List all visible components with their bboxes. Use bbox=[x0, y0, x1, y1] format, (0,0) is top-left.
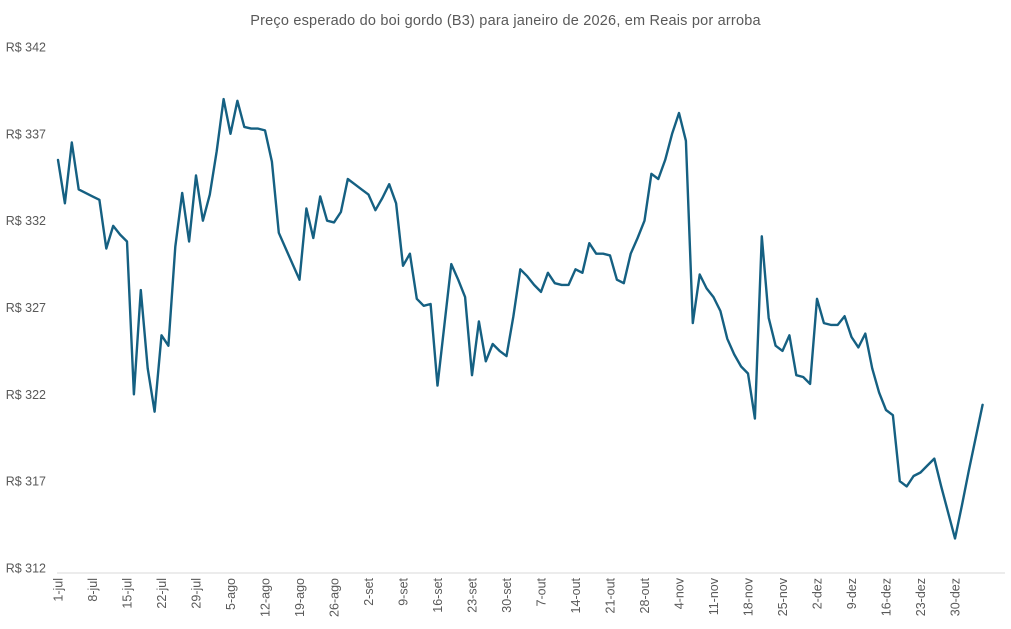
x-axis-tick-label: 15-jul bbox=[121, 578, 135, 609]
x-axis-tick-label: 28-out bbox=[638, 577, 652, 613]
x-axis-tick-label: 23-set bbox=[466, 577, 480, 612]
x-axis-tick-label: 18-nov bbox=[742, 577, 756, 616]
chart-title: Preço esperado do boi gordo (B3) para ja… bbox=[250, 13, 761, 29]
x-axis-tick-label: 29-jul bbox=[190, 578, 204, 609]
x-axis-tick-label: 12-ago bbox=[259, 578, 273, 617]
x-axis-tick-label: 4-nov bbox=[673, 577, 687, 609]
x-axis-tick-label: 25-nov bbox=[776, 577, 790, 616]
y-axis-tick-label: R$ 342 bbox=[6, 41, 46, 55]
x-axis-tick-label: 7-out bbox=[535, 577, 549, 606]
x-axis-tick-label: 5-ago bbox=[224, 578, 238, 610]
x-axis-tick-label: 9-dez bbox=[845, 578, 859, 609]
y-axis-tick-label: R$ 322 bbox=[6, 388, 46, 402]
price-line-series bbox=[56, 97, 984, 540]
x-axis-tick-label: 30-dez bbox=[949, 578, 963, 616]
y-axis-tick-label: R$ 327 bbox=[6, 301, 46, 315]
y-axis-tick-label: R$ 332 bbox=[6, 214, 46, 228]
x-axis-tick-label: 19-ago bbox=[293, 578, 307, 617]
y-axis-tick-label: R$ 317 bbox=[6, 475, 46, 489]
y-axis-tick-label: R$ 312 bbox=[6, 562, 46, 576]
x-axis-tick-label: 30-set bbox=[500, 577, 514, 612]
x-axis-tick-label: 11-nov bbox=[707, 577, 721, 615]
x-axis-tick-label: 16-dez bbox=[880, 578, 894, 616]
x-axis-tick-label: 9-set bbox=[397, 577, 411, 605]
x-axis-tick-label: 22-jul bbox=[155, 578, 169, 609]
x-axis-tick-label: 16-set bbox=[431, 577, 445, 612]
y-axis-tick-label: R$ 337 bbox=[6, 127, 46, 141]
x-axis-tick-label: 21-out bbox=[604, 577, 618, 613]
x-axis-tick-label: 2-dez bbox=[811, 578, 825, 609]
x-axis-tick-label: 2-set bbox=[362, 577, 376, 605]
x-axis-tick-label: 14-out bbox=[569, 577, 583, 613]
x-axis-tick-label: 26-ago bbox=[328, 578, 342, 617]
x-axis-tick-label: 8-jul bbox=[86, 578, 100, 602]
x-axis-tick-label: 1-jul bbox=[52, 578, 66, 602]
x-axis-tick-label: 23-dez bbox=[914, 578, 928, 616]
